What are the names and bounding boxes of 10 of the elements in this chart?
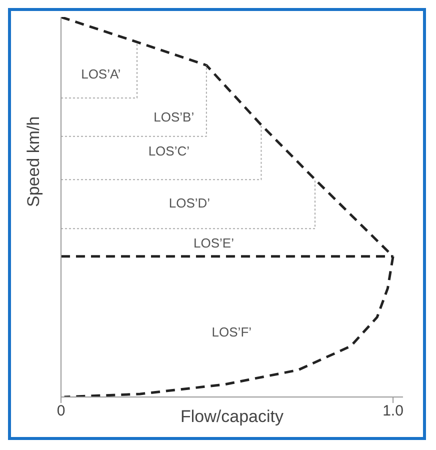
x-tick-label: 0: [56, 402, 66, 420]
annotation: LOS’D’: [168, 195, 210, 210]
y-axis-title: Speed km/h: [24, 116, 44, 207]
annotation: LOS’B’: [154, 110, 194, 125]
annotation: LOS’A’: [81, 66, 121, 82]
annotation: LOS’E’: [194, 236, 234, 251]
annotation: LOS’C’: [148, 143, 190, 158]
x-tick-label: 1.0: [382, 402, 404, 420]
annotation: LOS’F’: [212, 324, 252, 340]
x-axis-title: Flow/capacity: [180, 407, 284, 426]
